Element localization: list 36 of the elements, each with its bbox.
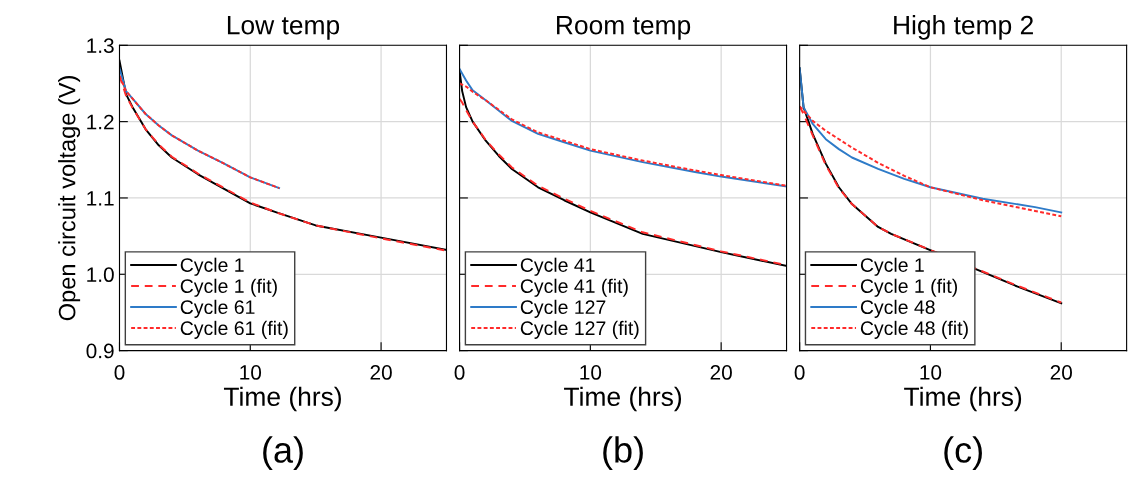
- x-axis-title: Time (hrs): [564, 386, 682, 412]
- y-tick-label: 1.0: [87, 267, 114, 283]
- text: (b): [603, 436, 643, 470]
- legend-label: Cycle 1: [860, 257, 924, 276]
- y-axis-title: Open circuit voltage (V): [58, 76, 81, 321]
- x-axis-title: Time (hrs): [904, 386, 1022, 412]
- x-axis-title: Time (hrs): [223, 386, 341, 412]
- x-tick-label: 10: [240, 365, 262, 380]
- y-tick-label: 1.3: [87, 38, 114, 54]
- legend-label: Cycle 1: [180, 257, 244, 276]
- legend-label: Cycle 61 (fit): [180, 320, 288, 339]
- legend-label: Cycle 48 (fit): [860, 320, 968, 339]
- legend-label: Cycle 127: [520, 299, 606, 318]
- y-tick-label: 1.2: [87, 114, 114, 130]
- x-tick-label: 0: [114, 365, 125, 380]
- legend-label: Cycle 1 (fit): [860, 278, 958, 297]
- chart-title: Room temp: [557, 16, 691, 40]
- x-tick-label: 20: [1050, 365, 1072, 380]
- legend-label: Cycle 41: [520, 257, 595, 276]
- legend-label: Cycle 41 (fit): [520, 278, 628, 297]
- text: (a): [263, 436, 303, 470]
- x-tick-label: 10: [580, 365, 602, 380]
- x-tick-label: 10: [920, 365, 942, 380]
- x-tick-label: 0: [794, 365, 805, 380]
- legend-label: Cycle 61: [180, 299, 255, 318]
- chart-title: High temp 2: [894, 15, 1033, 40]
- x-tick-label: 20: [370, 365, 392, 380]
- x-tick-label: 20: [710, 365, 732, 380]
- legend-label: Cycle 127 (fit): [520, 320, 639, 339]
- legend-label: Cycle 1 (fit): [180, 278, 277, 297]
- x-tick-label: 0: [454, 365, 465, 380]
- chart-title: Low temp: [227, 16, 340, 40]
- y-tick-label: 1.1: [87, 191, 114, 206]
- text: (c): [944, 436, 982, 470]
- y-tick-label: 0.9: [86, 343, 114, 359]
- legend-label: Cycle 48: [860, 299, 935, 318]
